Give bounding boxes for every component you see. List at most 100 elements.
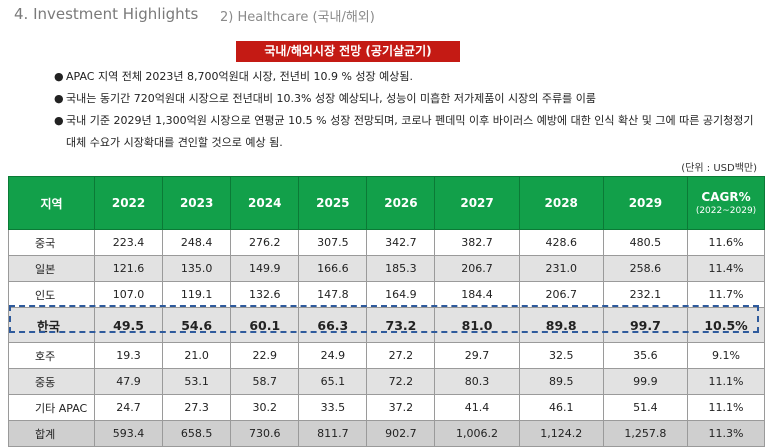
value-cell: 121.6	[93, 255, 164, 282]
value-cell: 276.2	[230, 229, 300, 256]
value-cell: 89.8	[518, 307, 604, 343]
value-cell: 480.5	[602, 229, 689, 256]
value-cell: 29.7	[434, 342, 520, 369]
value-cell: 99.7	[602, 307, 689, 343]
value-cell: 811.7	[298, 420, 368, 447]
table-row: 한국 49.5 54.6 60.1 66.3 73.2 81.0 89.8 99.7 10.5%	[8, 307, 765, 343]
value-cell: 80.3	[434, 368, 520, 395]
value-cell: 206.7	[434, 255, 520, 282]
section-title: 4. Investment Highlights 2) Healthcare (…	[14, 5, 375, 25]
value-cell: 24.9	[298, 342, 368, 369]
bullet-item: ● APAC 지역 전체 2023년 8,700억원대 시장, 전년비 10.9 …	[54, 66, 754, 88]
value-cell: 24.7	[93, 394, 164, 421]
value-cell: 428.6	[518, 229, 604, 256]
region-cell: 호주	[8, 342, 95, 369]
value-cell: 1,257.8	[602, 420, 689, 447]
value-cell: 185.3	[366, 255, 436, 282]
value-cell: 1,006.2	[434, 420, 520, 447]
value-cell: 72.2	[366, 368, 436, 395]
value-cell: 27.3	[162, 394, 232, 421]
table-row: 합계 593.4 658.5 730.6 811.7 902.7 1,006.2 1,124.…	[8, 420, 765, 447]
value-cell: 730.6	[230, 420, 300, 447]
value-cell: 119.1	[162, 281, 232, 308]
region-cell: 중동	[8, 368, 95, 395]
value-cell: 258.6	[602, 255, 689, 282]
value-cell: 89.5	[518, 368, 604, 395]
value-cell: 19.3	[93, 342, 164, 369]
unit-label: (단위 : USD백만)	[681, 163, 757, 174]
market-table: 지역 2022 2023 2024 2025 2026 2027 2028 20…	[8, 176, 765, 447]
bullet-dot-icon: ●	[54, 114, 64, 127]
region-cell: 기타 APAC	[8, 394, 95, 421]
value-cell: 22.9	[230, 342, 300, 369]
value-cell: 21.0	[162, 342, 232, 369]
cagr-cell: 11.1%	[687, 394, 765, 421]
value-cell: 60.1	[230, 307, 300, 343]
value-cell: 32.5	[518, 342, 604, 369]
col-header-year: 2022	[93, 176, 164, 230]
value-cell: 382.7	[434, 229, 520, 256]
value-cell: 223.4	[93, 229, 164, 256]
cagr-period: (2022~2029)	[695, 206, 757, 216]
bullet-text: 국내 기준 2029년 1,300억원 시장으로 연평균 10.5 % 성장 전…	[66, 114, 754, 149]
col-header-year: 2025	[298, 176, 368, 230]
value-cell: 166.6	[298, 255, 368, 282]
cagr-cell: 9.1%	[687, 342, 765, 369]
value-cell: 54.6	[162, 307, 232, 343]
value-cell: 53.1	[162, 368, 232, 395]
value-cell: 307.5	[298, 229, 368, 256]
col-header-year: 2026	[366, 176, 436, 230]
value-cell: 46.1	[518, 394, 604, 421]
bullet-text: APAC 지역 전체 2023년 8,700억원대 시장, 전년비 10.9 %…	[66, 70, 414, 83]
highlight-bullets: ● APAC 지역 전체 2023년 8,700억원대 시장, 전년비 10.9 …	[54, 66, 754, 154]
section-title-text: 4. Investment Highlights	[14, 5, 199, 23]
col-header-year: 2029	[602, 176, 689, 230]
table-row: 호주 19.3 21.0 22.9 24.9 27.2 29.7 32.5 35.6 9.1%	[8, 342, 765, 369]
bullet-item: ● 국내는 동기간 720억원대 시장으로 전년대비 10.3% 성장 예상되나,…	[54, 88, 754, 110]
region-cell: 중국	[8, 229, 95, 256]
region-cell: 일본	[8, 255, 95, 282]
value-cell: 593.4	[93, 420, 164, 447]
value-cell: 81.0	[434, 307, 520, 343]
cagr-cell: 11.4%	[687, 255, 765, 282]
value-cell: 184.4	[434, 281, 520, 308]
value-cell: 147.8	[298, 281, 368, 308]
value-cell: 132.6	[230, 281, 300, 308]
col-header-region: 지역	[8, 176, 95, 230]
cagr-label: CAGR%	[701, 190, 751, 204]
value-cell: 30.2	[230, 394, 300, 421]
bullet-item: ● 국내 기준 2029년 1,300억원 시장으로 연평균 10.5 % 성장 …	[54, 110, 754, 154]
value-cell: 342.7	[366, 229, 436, 256]
value-cell: 65.1	[298, 368, 368, 395]
cagr-cell: 11.6%	[687, 229, 765, 256]
value-cell: 164.9	[366, 281, 436, 308]
value-cell: 27.2	[366, 342, 436, 369]
section-subtitle: 2) Healthcare (국내/해외)	[220, 10, 375, 25]
value-cell: 99.9	[602, 368, 689, 395]
cagr-cell: 11.7%	[687, 281, 765, 308]
value-cell: 41.4	[434, 394, 520, 421]
value-cell: 902.7	[366, 420, 436, 447]
region-cell: 인도	[8, 281, 95, 308]
market-outlook-banner: 국내/해외시장 전망 (공기살균기)	[236, 41, 460, 62]
value-cell: 658.5	[162, 420, 232, 447]
cagr-cell: 11.1%	[687, 368, 765, 395]
value-cell: 248.4	[162, 229, 232, 256]
value-cell: 49.5	[93, 307, 164, 343]
value-cell: 73.2	[366, 307, 436, 343]
region-cell: 합계	[8, 420, 95, 447]
table-row: 중국 223.4 248.4 276.2 307.5 342.7 382.7 428.6 480…	[8, 229, 765, 256]
col-header-year: 2028	[518, 176, 604, 230]
table-row: 기타 APAC 24.7 27.3 30.2 33.5 37.2 41.4 46.1 51.4 1…	[8, 394, 765, 421]
col-header-year: 2027	[434, 176, 520, 230]
value-cell: 232.1	[602, 281, 689, 308]
table-header-row: 지역 2022 2023 2024 2025 2026 2027 2028 20…	[8, 176, 765, 230]
cagr-cell: 11.3%	[687, 420, 765, 447]
value-cell: 51.4	[602, 394, 689, 421]
value-cell: 206.7	[518, 281, 604, 308]
table-row: 인도 107.0 119.1 132.6 147.8 164.9 184.4 206.7 232…	[8, 281, 765, 308]
bullet-dot-icon: ●	[54, 70, 64, 83]
value-cell: 58.7	[230, 368, 300, 395]
col-header-year: 2023	[162, 176, 232, 230]
cagr-cell: 10.5%	[687, 307, 765, 343]
